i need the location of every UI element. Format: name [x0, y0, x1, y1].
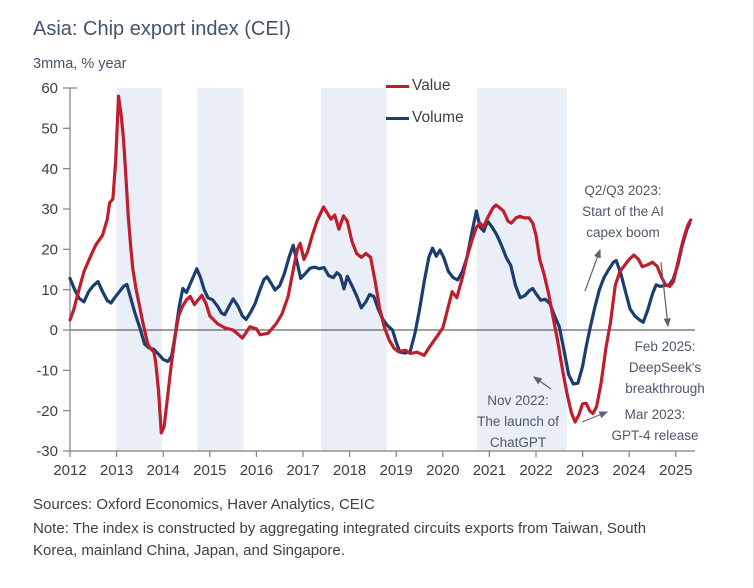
note-text: Note: The index is constructed by aggreg…: [33, 520, 647, 559]
svg-text:2012: 2012: [53, 462, 86, 479]
svg-text:2025: 2025: [659, 462, 692, 479]
annotation-line: Q2/Q3 2023:: [584, 183, 662, 198]
annotation-line: DeepSeek's: [628, 360, 702, 375]
svg-text:2016: 2016: [240, 462, 273, 479]
svg-text:2014: 2014: [147, 462, 180, 479]
svg-text:10: 10: [41, 282, 58, 299]
svg-text:2020: 2020: [426, 462, 459, 479]
legend-label-volume: Volume: [412, 109, 464, 126]
svg-text:2023: 2023: [566, 462, 599, 479]
annotation-chatgpt-launch: Nov 2022: The launch of ChatGPT: [453, 390, 583, 453]
svg-text:2024: 2024: [613, 462, 646, 479]
annotation-line: breakthrough: [625, 381, 705, 396]
svg-text:-10: -10: [36, 363, 58, 380]
svg-text:2017: 2017: [286, 462, 319, 479]
annotation-line: Start of the AI: [582, 204, 664, 219]
svg-text:2013: 2013: [100, 462, 133, 479]
volume-line-swatch-icon: [386, 116, 409, 120]
annotation-deepseek: Feb 2025: DeepSeek's breakthrough: [601, 336, 729, 399]
annotation-ai-capex-boom: Q2/Q3 2023: Start of the AI capex boom: [563, 180, 683, 243]
svg-text:30: 30: [41, 201, 58, 218]
svg-text:-20: -20: [36, 403, 58, 420]
chart-unit-label: 3mma, % year: [33, 56, 127, 72]
svg-text:0: 0: [50, 322, 58, 339]
annotation-line: Feb 2025:: [634, 339, 696, 354]
svg-text:40: 40: [41, 161, 58, 178]
svg-text:50: 50: [41, 121, 58, 138]
legend-label-value: Value: [412, 77, 451, 94]
annotation-line: ChatGPT: [489, 435, 547, 450]
legend-item-volume: Volume: [386, 109, 464, 127]
annotation-line: Nov 2022:: [487, 393, 549, 408]
annotation-line: The launch of: [477, 414, 559, 429]
svg-text:2021: 2021: [473, 462, 506, 479]
svg-text:-30: -30: [36, 443, 58, 460]
annotation-line: capex boom: [586, 225, 660, 240]
svg-text:2019: 2019: [380, 462, 413, 479]
annotation-gpt4-release: Mar 2023: GPT-4 release: [590, 404, 720, 446]
svg-text:2015: 2015: [193, 462, 226, 479]
legend-item-value: Value: [386, 77, 451, 95]
annotation-line: GPT-4 release: [611, 428, 699, 443]
value-line-swatch-icon: [386, 84, 409, 88]
svg-text:60: 60: [41, 80, 58, 97]
svg-text:2018: 2018: [333, 462, 366, 479]
chart-title: Asia: Chip export index (CEI): [33, 18, 291, 40]
svg-text:2022: 2022: [519, 462, 552, 479]
source-text: Sources: Oxford Economics, Haver Analyti…: [33, 496, 375, 513]
annotation-line: Mar 2023:: [624, 407, 686, 422]
svg-text:20: 20: [41, 242, 58, 259]
